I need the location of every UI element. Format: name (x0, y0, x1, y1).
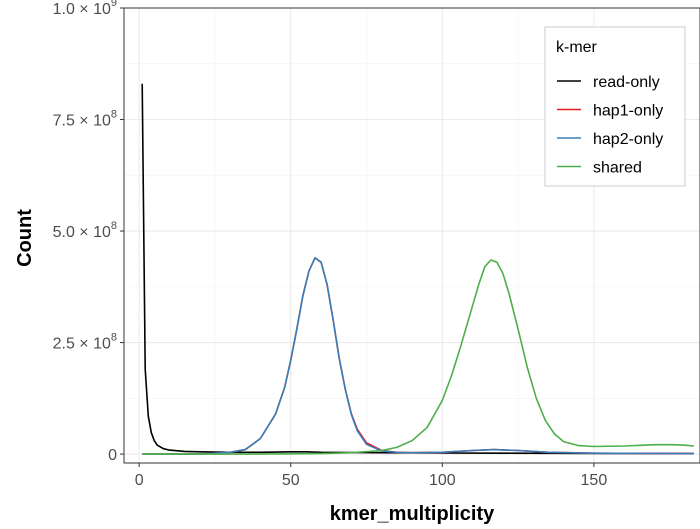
y-tick-label: 1.0 × 109 (53, 0, 117, 18)
y-tick-label: 7.5 × 108 (53, 109, 117, 130)
x-tick-label: 100 (429, 472, 456, 489)
legend-label-hap2-only: hap2-only (593, 131, 663, 148)
x-axis: 0 50 100 150 (135, 463, 608, 489)
series-line-hap2-only (142, 257, 694, 455)
y-tick-label: 2.5 × 108 (53, 332, 117, 353)
plot-panel-border (123, 7, 700, 464)
y-tick-label: 5.0 × 108 (53, 220, 117, 241)
series-lines (141, 83, 694, 455)
legend-items: read-only hap1-only hap2-only shared (557, 74, 663, 177)
legend-title: k-mer (556, 39, 598, 56)
legend-label-hap1-only: hap1-only (593, 103, 663, 120)
x-axis-title: kmer_multiplicity (330, 503, 495, 525)
legend-box (544, 26, 686, 187)
legend-label-shared: shared (593, 160, 642, 177)
x-tick-label: 150 (581, 472, 608, 489)
x-tick-label: 0 (135, 472, 144, 489)
x-tick-label: 50 (282, 472, 300, 489)
series-line-hap1-only (142, 257, 694, 455)
y-axis-title: Count (14, 209, 36, 267)
legend: k-mer read-only hap1-only hap2-only shared (544, 26, 686, 187)
y-axis: 0 2.5 × 108 5.0 × 108 7.5 × 108 1.0 × 109 (53, 0, 124, 464)
y-tick-label: 0 (108, 447, 117, 464)
legend-label-read-only: read-only (593, 74, 660, 91)
series-line-shared (142, 259, 694, 455)
